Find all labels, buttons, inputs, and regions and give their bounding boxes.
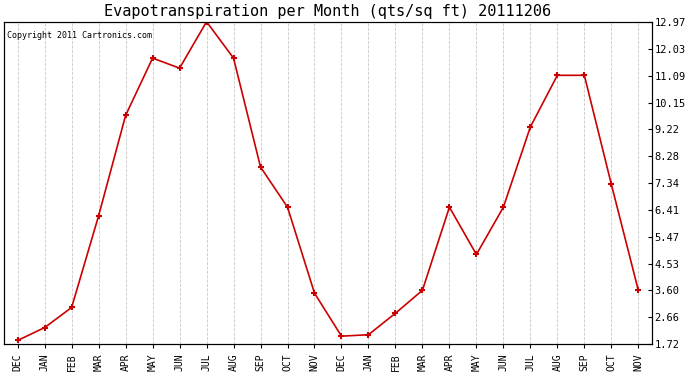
- Title: Evapotranspiration per Month (qts/sq ft) 20111206: Evapotranspiration per Month (qts/sq ft)…: [104, 4, 551, 19]
- Text: Copyright 2011 Cartronics.com: Copyright 2011 Cartronics.com: [8, 32, 152, 40]
